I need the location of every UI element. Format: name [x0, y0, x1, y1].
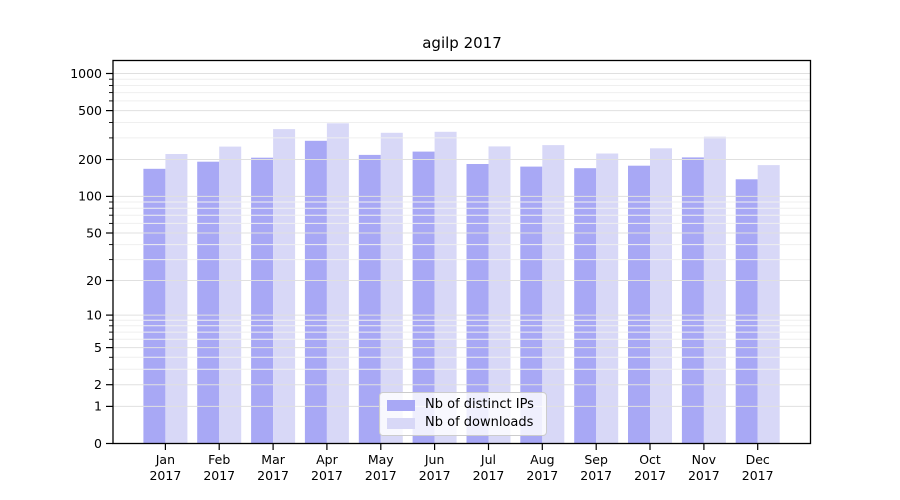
bar-nov-downloads [703, 136, 726, 444]
x-tick-year-label-jan: 2017 [149, 468, 181, 483]
legend-label-downloads: Nb of downloads [425, 415, 534, 430]
bar-feb-downloads [219, 146, 242, 444]
x-tick-year-label-nov: 2017 [688, 468, 720, 483]
y-axis-group [106, 72, 113, 445]
bar-nov-distinct-ips [681, 157, 704, 444]
bar-oct-distinct-ips [628, 165, 650, 444]
legend: Nb of distinct IPs Nb of downloads [379, 392, 547, 436]
legend-entry-downloads: Nb of downloads [387, 416, 538, 430]
chart-title: agilp 2017 [422, 34, 502, 52]
plot-frame [112, 59, 812, 445]
y-tick-label-2: 2 [94, 377, 102, 392]
x-tick-year-label-jun: 2017 [419, 468, 451, 483]
bar-sep-distinct-ips [574, 168, 597, 444]
bar-sep-downloads [596, 153, 619, 444]
bar-mar-distinct-ips [251, 157, 274, 444]
x-tick-label-jun: Jun [424, 452, 445, 467]
bar-mar-downloads [273, 129, 296, 444]
y-tick-label-10: 10 [86, 307, 102, 322]
x-tick-label-jan: Jan [155, 452, 175, 467]
x-tick-label-may: May [368, 452, 394, 467]
x-tick-label-apr: Apr [316, 452, 338, 467]
x-tick-year-label-may: 2017 [365, 468, 397, 483]
bar-aug-distinct-ips [520, 166, 543, 444]
y-tick-label-200: 200 [78, 152, 102, 167]
x-tick-year-label-jul: 2017 [473, 468, 505, 483]
x-tick-label-oct: Oct [639, 452, 661, 467]
bar-oct-downloads [650, 148, 672, 444]
x-tick-label-sep: Sep [584, 452, 608, 467]
x-tick-label-mar: Mar [261, 452, 285, 467]
y-tick-label-20: 20 [86, 273, 102, 288]
y-tick-label-500: 500 [78, 103, 102, 118]
bar-may-downloads [380, 132, 403, 444]
x-axis-group [164, 443, 759, 450]
bar-apr-distinct-ips [304, 140, 327, 444]
x-tick-label-aug: Aug [530, 452, 554, 467]
x-tick-label-jul: Jul [480, 452, 496, 467]
x-tick-year-label-oct: 2017 [634, 468, 666, 483]
bar-dec-distinct-ips [735, 179, 758, 444]
bar-dec-downloads [757, 165, 780, 444]
x-tick-year-label-aug: 2017 [526, 468, 558, 483]
y-tick-label-0: 0 [94, 436, 102, 451]
x-tick-year-label-mar: 2017 [257, 468, 289, 483]
bar-jan-downloads [165, 154, 188, 444]
legend-swatch-downloads-icon [387, 417, 415, 429]
y-tick-label-1000: 1000 [70, 66, 102, 81]
y-tick-label-1: 1 [94, 399, 102, 414]
x-tick-label-feb: Feb [208, 452, 230, 467]
legend-entry-distinct-ips: Nb of distinct IPs [387, 398, 538, 412]
legend-label-distinct-ips: Nb of distinct IPs [425, 397, 534, 412]
legend-swatch-distinct-ips-icon [387, 399, 415, 411]
y-tick-label-100: 100 [78, 189, 102, 204]
bar-jun-distinct-ips [412, 151, 435, 444]
y-tick-label-50: 50 [86, 225, 102, 240]
y-tick-label-5: 5 [94, 340, 102, 355]
bar-jul-distinct-ips [466, 164, 489, 444]
bar-feb-distinct-ips [197, 161, 220, 444]
bar-jun-downloads [434, 131, 457, 444]
x-tick-year-label-dec: 2017 [742, 468, 774, 483]
x-tick-year-label-feb: 2017 [203, 468, 235, 483]
bar-jan-distinct-ips [143, 168, 166, 444]
gridlines-group [113, 73, 811, 407]
x-tick-year-label-sep: 2017 [580, 468, 612, 483]
x-tick-year-label-apr: 2017 [311, 468, 343, 483]
x-tick-label-nov: Nov [692, 452, 717, 467]
bar-may-distinct-ips [358, 154, 381, 444]
x-tick-label-dec: Dec [746, 452, 770, 467]
bar-apr-downloads [326, 123, 349, 444]
